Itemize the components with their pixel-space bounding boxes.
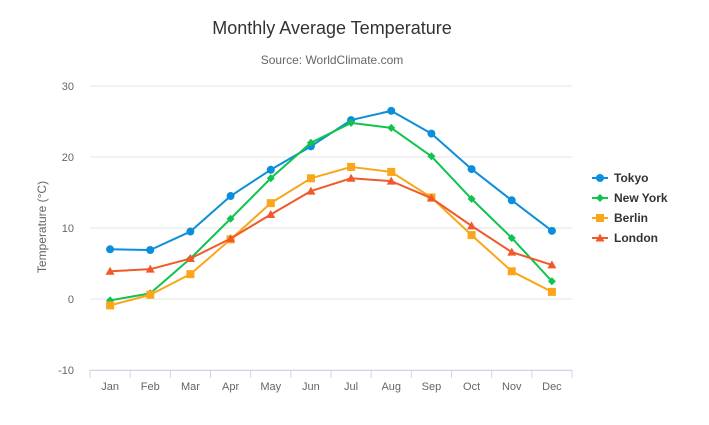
x-tick-label: Oct xyxy=(463,381,480,393)
x-tick-label: Sep xyxy=(422,381,442,393)
legend-item-tokyo[interactable]: Tokyo xyxy=(592,171,648,185)
data-point-london[interactable] xyxy=(507,247,517,256)
grid: -10 0 10 20 30 xyxy=(58,81,572,377)
data-point-london[interactable] xyxy=(386,176,396,185)
data-point-london[interactable] xyxy=(266,210,276,219)
series-line-london[interactable] xyxy=(110,177,553,273)
data-point-tokyo[interactable] xyxy=(467,165,476,174)
y-tick-label: 10 xyxy=(62,223,74,235)
series-new-york xyxy=(106,118,556,305)
y-axis-title: Temperature (°C) xyxy=(35,181,49,273)
data-point-london[interactable] xyxy=(426,193,436,202)
legend-item-new-york[interactable]: New York xyxy=(592,191,668,205)
legend-item-berlin[interactable]: Berlin xyxy=(592,211,648,225)
legend-marker-new-york[interactable] xyxy=(596,194,604,202)
data-point-new-york[interactable] xyxy=(507,233,516,242)
y-tick-label: 0 xyxy=(68,294,74,306)
data-point-london[interactable] xyxy=(105,266,115,275)
legend-label-berlin: Berlin xyxy=(614,211,648,225)
series-tokyo xyxy=(106,106,556,255)
series-line-tokyo[interactable] xyxy=(110,109,553,252)
data-point-tokyo[interactable] xyxy=(226,192,235,201)
data-point-new-york[interactable] xyxy=(387,123,396,132)
x-tick-label: Nov xyxy=(502,381,522,393)
data-point-berlin[interactable] xyxy=(387,167,396,176)
series-london xyxy=(105,173,557,275)
x-axis: Jan Feb Mar Apr May Jun Jul Aug Sep Oct Nov Dec xyxy=(89,370,573,393)
data-point-berlin[interactable] xyxy=(146,290,155,299)
data-point-new-york[interactable] xyxy=(547,277,556,286)
series-line-berlin[interactable] xyxy=(109,165,553,307)
x-tick-label: Jun xyxy=(302,381,320,393)
data-point-berlin[interactable] xyxy=(547,287,556,296)
data-point-berlin[interactable] xyxy=(507,267,516,276)
data-point-tokyo[interactable] xyxy=(547,226,556,235)
series-layer xyxy=(105,106,557,310)
legend-item-london[interactable]: London xyxy=(592,231,658,245)
x-tick-label: Aug xyxy=(381,381,401,393)
data-point-new-york[interactable] xyxy=(266,174,275,183)
data-point-berlin[interactable] xyxy=(186,270,195,279)
x-tick-label: Feb xyxy=(141,381,160,393)
data-point-london[interactable] xyxy=(547,260,557,269)
data-point-new-york[interactable] xyxy=(347,118,356,127)
data-point-new-york[interactable] xyxy=(306,138,315,147)
data-point-london[interactable] xyxy=(346,173,356,182)
legend-label-tokyo: Tokyo xyxy=(614,171,648,185)
series-line-new-york[interactable] xyxy=(109,121,553,302)
chart-title: Monthly Average Temperature xyxy=(212,18,451,38)
x-tick-label: Dec xyxy=(542,381,562,393)
data-point-tokyo[interactable] xyxy=(146,246,155,255)
x-tick-label: May xyxy=(260,381,281,393)
y-tick-label: -10 xyxy=(58,365,74,377)
data-point-london[interactable] xyxy=(306,186,316,195)
x-tick-label: Mar xyxy=(181,381,200,393)
chart-subtitle: Source: WorldClimate.com xyxy=(261,53,404,67)
legend: Tokyo New York Berlin London xyxy=(592,171,668,245)
data-point-tokyo[interactable] xyxy=(507,196,516,205)
legend-marker-tokyo[interactable] xyxy=(596,174,604,182)
data-point-new-york[interactable] xyxy=(226,214,235,223)
data-point-tokyo[interactable] xyxy=(106,245,115,254)
x-tick-label: Jul xyxy=(344,381,358,393)
x-tick-label: Apr xyxy=(222,381,239,393)
data-point-tokyo[interactable] xyxy=(186,227,195,236)
data-point-berlin[interactable] xyxy=(347,162,356,171)
x-tick-label: Jan xyxy=(101,381,119,393)
data-point-new-york[interactable] xyxy=(467,194,476,203)
data-point-berlin[interactable] xyxy=(306,174,315,183)
data-point-london[interactable] xyxy=(145,264,155,273)
legend-label-new-york: New York xyxy=(614,191,668,205)
data-point-berlin[interactable] xyxy=(266,199,275,208)
data-point-tokyo[interactable] xyxy=(387,106,396,115)
data-point-london[interactable] xyxy=(467,221,477,230)
data-point-berlin[interactable] xyxy=(106,301,115,310)
legend-label-london: London xyxy=(614,231,658,245)
data-point-new-york[interactable] xyxy=(427,152,436,161)
data-point-tokyo[interactable] xyxy=(427,129,436,138)
y-tick-label: 20 xyxy=(62,152,74,164)
data-point-london[interactable] xyxy=(226,234,236,243)
data-point-berlin[interactable] xyxy=(467,231,476,240)
legend-marker-berlin[interactable] xyxy=(596,214,604,222)
legend-marker-london[interactable] xyxy=(595,233,605,242)
data-point-london[interactable] xyxy=(185,254,195,263)
y-tick-label: 30 xyxy=(62,81,74,93)
data-point-tokyo[interactable] xyxy=(266,165,275,174)
